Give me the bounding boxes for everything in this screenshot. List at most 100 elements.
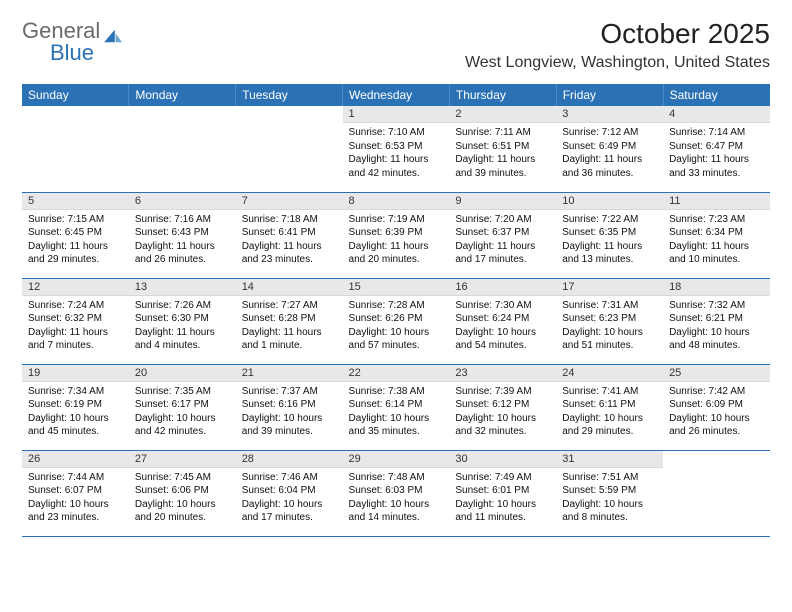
day-details: Sunrise: 7:30 AMSunset: 6:24 PMDaylight:…	[449, 296, 556, 357]
calendar-day-cell	[236, 106, 343, 192]
calendar-week-row: 12Sunrise: 7:24 AMSunset: 6:32 PMDayligh…	[22, 278, 770, 364]
day-details: Sunrise: 7:20 AMSunset: 6:37 PMDaylight:…	[449, 210, 556, 271]
day-details: Sunrise: 7:18 AMSunset: 6:41 PMDaylight:…	[236, 210, 343, 271]
day-number: 21	[236, 365, 343, 382]
day-header: Thursday	[449, 84, 556, 106]
calendar-day-cell: 8Sunrise: 7:19 AMSunset: 6:39 PMDaylight…	[343, 192, 450, 278]
calendar-day-cell: 9Sunrise: 7:20 AMSunset: 6:37 PMDaylight…	[449, 192, 556, 278]
calendar-day-cell: 21Sunrise: 7:37 AMSunset: 6:16 PMDayligh…	[236, 364, 343, 450]
day-details: Sunrise: 7:48 AMSunset: 6:03 PMDaylight:…	[343, 468, 450, 529]
day-number: 25	[663, 365, 770, 382]
location-text: West Longview, Washington, United States	[465, 54, 770, 72]
day-details: Sunrise: 7:34 AMSunset: 6:19 PMDaylight:…	[22, 382, 129, 443]
calendar-day-cell: 19Sunrise: 7:34 AMSunset: 6:19 PMDayligh…	[22, 364, 129, 450]
day-details: Sunrise: 7:16 AMSunset: 6:43 PMDaylight:…	[129, 210, 236, 271]
title-block: October 2025 West Longview, Washington, …	[465, 18, 770, 78]
calendar-day-cell: 6Sunrise: 7:16 AMSunset: 6:43 PMDaylight…	[129, 192, 236, 278]
calendar-day-cell: 23Sunrise: 7:39 AMSunset: 6:12 PMDayligh…	[449, 364, 556, 450]
day-number: 29	[343, 451, 450, 468]
day-details: Sunrise: 7:46 AMSunset: 6:04 PMDaylight:…	[236, 468, 343, 529]
calendar-week-row: 1Sunrise: 7:10 AMSunset: 6:53 PMDaylight…	[22, 106, 770, 192]
day-details: Sunrise: 7:22 AMSunset: 6:35 PMDaylight:…	[556, 210, 663, 271]
day-details: Sunrise: 7:49 AMSunset: 6:01 PMDaylight:…	[449, 468, 556, 529]
calendar-day-cell: 31Sunrise: 7:51 AMSunset: 5:59 PMDayligh…	[556, 450, 663, 536]
day-number: 20	[129, 365, 236, 382]
day-number: 2	[449, 106, 556, 123]
day-details: Sunrise: 7:31 AMSunset: 6:23 PMDaylight:…	[556, 296, 663, 357]
day-details: Sunrise: 7:24 AMSunset: 6:32 PMDaylight:…	[22, 296, 129, 357]
day-number: 6	[129, 193, 236, 210]
day-details: Sunrise: 7:37 AMSunset: 6:16 PMDaylight:…	[236, 382, 343, 443]
day-number: 27	[129, 451, 236, 468]
day-details: Sunrise: 7:35 AMSunset: 6:17 PMDaylight:…	[129, 382, 236, 443]
calendar-day-cell: 7Sunrise: 7:18 AMSunset: 6:41 PMDaylight…	[236, 192, 343, 278]
day-number: 9	[449, 193, 556, 210]
day-number: 17	[556, 279, 663, 296]
day-details: Sunrise: 7:32 AMSunset: 6:21 PMDaylight:…	[663, 296, 770, 357]
day-number: 24	[556, 365, 663, 382]
day-header: Wednesday	[343, 84, 450, 106]
day-details: Sunrise: 7:45 AMSunset: 6:06 PMDaylight:…	[129, 468, 236, 529]
day-details: Sunrise: 7:39 AMSunset: 6:12 PMDaylight:…	[449, 382, 556, 443]
day-number: 30	[449, 451, 556, 468]
calendar-day-cell: 1Sunrise: 7:10 AMSunset: 6:53 PMDaylight…	[343, 106, 450, 192]
day-details: Sunrise: 7:23 AMSunset: 6:34 PMDaylight:…	[663, 210, 770, 271]
calendar-day-cell: 17Sunrise: 7:31 AMSunset: 6:23 PMDayligh…	[556, 278, 663, 364]
calendar-week-row: 19Sunrise: 7:34 AMSunset: 6:19 PMDayligh…	[22, 364, 770, 450]
day-header: Tuesday	[236, 84, 343, 106]
calendar-week-row: 26Sunrise: 7:44 AMSunset: 6:07 PMDayligh…	[22, 450, 770, 536]
day-details: Sunrise: 7:27 AMSunset: 6:28 PMDaylight:…	[236, 296, 343, 357]
calendar-day-cell: 12Sunrise: 7:24 AMSunset: 6:32 PMDayligh…	[22, 278, 129, 364]
day-details: Sunrise: 7:38 AMSunset: 6:14 PMDaylight:…	[343, 382, 450, 443]
day-number: 22	[343, 365, 450, 382]
calendar-day-cell: 22Sunrise: 7:38 AMSunset: 6:14 PMDayligh…	[343, 364, 450, 450]
calendar-table: SundayMondayTuesdayWednesdayThursdayFrid…	[22, 84, 770, 537]
day-number: 23	[449, 365, 556, 382]
calendar-day-cell: 10Sunrise: 7:22 AMSunset: 6:35 PMDayligh…	[556, 192, 663, 278]
day-number: 7	[236, 193, 343, 210]
day-number: 15	[343, 279, 450, 296]
day-details: Sunrise: 7:19 AMSunset: 6:39 PMDaylight:…	[343, 210, 450, 271]
calendar-day-cell: 28Sunrise: 7:46 AMSunset: 6:04 PMDayligh…	[236, 450, 343, 536]
day-details: Sunrise: 7:11 AMSunset: 6:51 PMDaylight:…	[449, 123, 556, 184]
calendar-day-cell	[663, 450, 770, 536]
day-number: 10	[556, 193, 663, 210]
day-details: Sunrise: 7:12 AMSunset: 6:49 PMDaylight:…	[556, 123, 663, 184]
day-details: Sunrise: 7:10 AMSunset: 6:53 PMDaylight:…	[343, 123, 450, 184]
calendar-day-cell: 11Sunrise: 7:23 AMSunset: 6:34 PMDayligh…	[663, 192, 770, 278]
day-number: 11	[663, 193, 770, 210]
calendar-day-cell: 29Sunrise: 7:48 AMSunset: 6:03 PMDayligh…	[343, 450, 450, 536]
day-number: 19	[22, 365, 129, 382]
calendar-day-cell: 20Sunrise: 7:35 AMSunset: 6:17 PMDayligh…	[129, 364, 236, 450]
day-number: 18	[663, 279, 770, 296]
day-details: Sunrise: 7:26 AMSunset: 6:30 PMDaylight:…	[129, 296, 236, 357]
day-number: 12	[22, 279, 129, 296]
day-number: 13	[129, 279, 236, 296]
calendar-day-cell	[129, 106, 236, 192]
day-number: 5	[22, 193, 129, 210]
day-details: Sunrise: 7:42 AMSunset: 6:09 PMDaylight:…	[663, 382, 770, 443]
day-number: 26	[22, 451, 129, 468]
day-number: 28	[236, 451, 343, 468]
day-number: 1	[343, 106, 450, 123]
month-title: October 2025	[465, 18, 770, 50]
day-number: 14	[236, 279, 343, 296]
day-details: Sunrise: 7:51 AMSunset: 5:59 PMDaylight:…	[556, 468, 663, 529]
day-header: Sunday	[22, 84, 129, 106]
calendar-day-cell: 4Sunrise: 7:14 AMSunset: 6:47 PMDaylight…	[663, 106, 770, 192]
day-number: 8	[343, 193, 450, 210]
day-number: 4	[663, 106, 770, 123]
day-header: Saturday	[663, 84, 770, 106]
day-header-row: SundayMondayTuesdayWednesdayThursdayFrid…	[22, 84, 770, 106]
day-number: 16	[449, 279, 556, 296]
day-number: 31	[556, 451, 663, 468]
calendar-day-cell: 3Sunrise: 7:12 AMSunset: 6:49 PMDaylight…	[556, 106, 663, 192]
day-details: Sunrise: 7:28 AMSunset: 6:26 PMDaylight:…	[343, 296, 450, 357]
calendar-day-cell: 30Sunrise: 7:49 AMSunset: 6:01 PMDayligh…	[449, 450, 556, 536]
calendar-day-cell: 16Sunrise: 7:30 AMSunset: 6:24 PMDayligh…	[449, 278, 556, 364]
calendar-day-cell: 26Sunrise: 7:44 AMSunset: 6:07 PMDayligh…	[22, 450, 129, 536]
calendar-week-row: 5Sunrise: 7:15 AMSunset: 6:45 PMDaylight…	[22, 192, 770, 278]
calendar-day-cell: 2Sunrise: 7:11 AMSunset: 6:51 PMDaylight…	[449, 106, 556, 192]
calendar-day-cell: 5Sunrise: 7:15 AMSunset: 6:45 PMDaylight…	[22, 192, 129, 278]
day-details: Sunrise: 7:14 AMSunset: 6:47 PMDaylight:…	[663, 123, 770, 184]
